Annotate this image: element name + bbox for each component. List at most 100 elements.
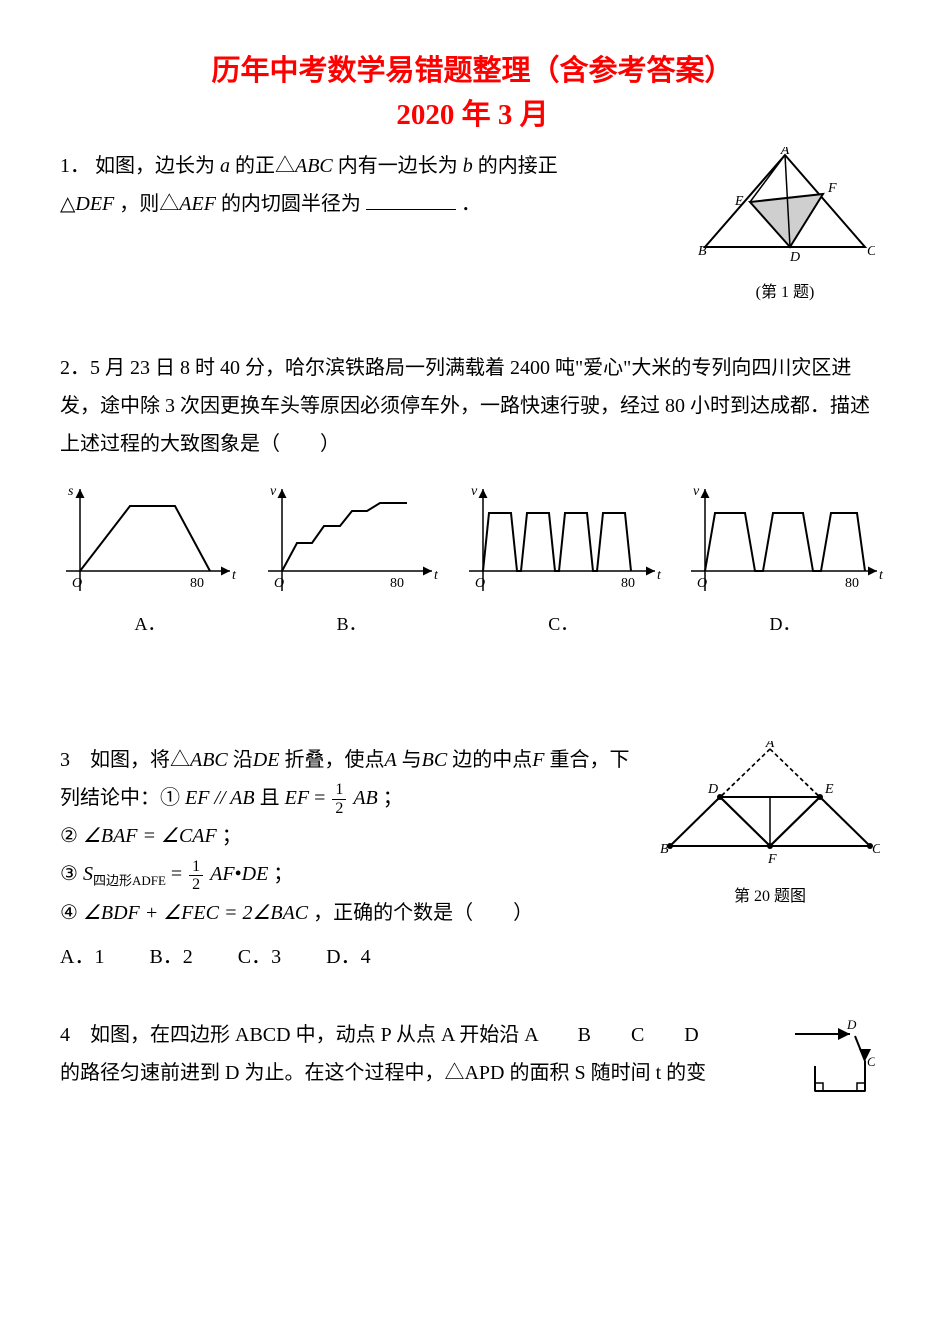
svg-text:t: t <box>434 568 439 583</box>
q1-te: △ <box>60 193 75 215</box>
q3-s4: ∠BDF + ∠FEC = 2∠BAC <box>83 902 308 924</box>
q3-tail: ，正确的个数是（ ） <box>313 902 533 924</box>
q1-td: 的内接正 <box>478 155 558 177</box>
svg-text:80: 80 <box>190 576 204 591</box>
q3-S: S <box>83 863 93 885</box>
q1-tf: ，则△ <box>119 193 179 215</box>
svg-text:O: O <box>72 576 82 591</box>
q3-opt-A: A．1 <box>60 938 104 976</box>
q3-dot: • <box>235 863 242 885</box>
q3-ld: 与 <box>402 749 422 771</box>
title-line1: 历年中考数学易错题整理（含参考答案） <box>60 50 885 94</box>
svg-text:t: t <box>657 568 662 583</box>
q3-s1l: EF <box>285 787 309 809</box>
q1-ta: 如图，边长为 <box>95 155 215 177</box>
svg-text:80: 80 <box>845 576 859 591</box>
q3-s1a: EF // AB <box>185 787 255 809</box>
question-3: 3 如图，将△ABC 沿DE 折叠，使点A 与BC 边的中点F 重合，下列结论中… <box>60 741 885 976</box>
svg-text:B: B <box>698 244 707 259</box>
q2-chart-C: v O 80 t C． <box>463 481 663 641</box>
q3-A: A <box>384 749 396 771</box>
svg-text:v: v <box>693 484 700 499</box>
chart-D-svg: v O 80 t <box>685 481 885 601</box>
chart-B-label: B． <box>337 607 367 641</box>
q3-Ssub: 四边形ADFE <box>93 873 166 888</box>
q3-le: 边的中点 <box>452 749 532 771</box>
q3-s2: ∠BAF = ∠CAF <box>83 825 217 847</box>
title-line2: 2020 年 3 月 <box>60 94 885 138</box>
q3-caption: 第 20 题图 <box>655 882 885 912</box>
svg-text:A: A <box>765 741 775 751</box>
q3-half1: 12 <box>332 781 346 817</box>
chart-B-svg: v O 80 t <box>262 481 442 601</box>
q2-charts: s O 80 t A． v O 80 t B． <box>60 481 885 641</box>
chart-D-label: D． <box>769 607 800 641</box>
q3-semi3: ； <box>273 863 293 885</box>
svg-text:s: s <box>68 484 74 499</box>
q2-chart-D: v O 80 t D． <box>685 481 885 641</box>
svg-text:D: D <box>707 782 718 797</box>
svg-text:O: O <box>697 576 707 591</box>
svg-text:O: O <box>475 576 485 591</box>
chart-A-label: A． <box>135 607 166 641</box>
q3-diagram: A B C D E F <box>660 741 880 871</box>
q3-figure: A B C D E F 第 20 题图 <box>655 741 885 913</box>
svg-text:E: E <box>734 194 744 209</box>
q1-tg: 的内切圆半径为 <box>221 193 361 215</box>
svg-text:v: v <box>270 484 277 499</box>
q3-de2: DE <box>242 863 269 885</box>
q1-period: ． <box>461 193 481 215</box>
q1-triangle-diagram: A B C D E F <box>695 147 875 267</box>
question-2: 2．5 月 23 日 8 时 40 分，哈尔滨铁路局一列满载着 2400 吨"爱… <box>60 349 885 641</box>
svg-text:C: C <box>867 244 875 259</box>
svg-text:F: F <box>767 852 777 867</box>
q3-half2: 12 <box>189 858 203 894</box>
chart-C-label: C． <box>548 607 578 641</box>
svg-text:D: D <box>789 250 800 265</box>
q1-tc: 内有一边长为 <box>338 155 458 177</box>
q1-var-b: b <box>463 155 473 177</box>
q3-opt-D: D．4 <box>326 938 370 976</box>
q1-tb: 的正△ <box>235 155 295 177</box>
q4-diagram: D C <box>785 1016 875 1101</box>
chart-A-svg: s O 80 t <box>60 481 240 601</box>
q2-chart-B: v O 80 t B． <box>262 481 442 641</box>
q1-figure: A B C D E F (第 1 题) <box>685 147 885 309</box>
q3-s1r: AB <box>353 787 377 809</box>
q4-figure: D C <box>785 1016 885 1114</box>
q1-tri3: AEF <box>179 193 216 215</box>
q1-var-a: a <box>220 155 230 177</box>
q1-text: 1． 如图，边长为 a 的正△ABC 内有一边长为 b 的内接正 △DEF ，则… <box>60 147 665 223</box>
svg-text:t: t <box>879 568 884 583</box>
q3-s2n: ② <box>60 825 78 847</box>
svg-text:B: B <box>660 842 669 857</box>
q1-caption: (第 1 题) <box>685 278 885 308</box>
q1-num: 1． <box>60 155 90 177</box>
q4-line1: 4 如图，在四边形 ABCD 中，动点 P 从点 A 开始沿 A B C D <box>60 1016 773 1054</box>
q4-text: 4 如图，在四边形 ABCD 中，动点 P 从点 A 开始沿 A B C D 的… <box>60 1016 773 1092</box>
q3-semi1: ； <box>383 787 403 809</box>
svg-text:C: C <box>872 842 880 857</box>
q3-s4n: ④ <box>60 902 78 924</box>
svg-text:D: D <box>846 1017 857 1032</box>
q3-opt-B: B．2 <box>149 938 192 976</box>
q3-text: 3 如图，将△ABC 沿DE 折叠，使点A 与BC 边的中点F 重合，下列结论中… <box>60 741 640 976</box>
q3-s3n: ③ <box>60 863 78 885</box>
q3-de: DE <box>253 749 280 771</box>
q3-tri: ABC <box>190 749 228 771</box>
svg-text:80: 80 <box>390 576 404 591</box>
svg-text:F: F <box>827 181 837 196</box>
q1-tri1: ABC <box>295 155 333 177</box>
doc-title: 历年中考数学易错题整理（含参考答案） 2020 年 3 月 <box>60 50 885 137</box>
question-4: 4 如图，在四边形 ABCD 中，动点 P 从点 A 开始沿 A B C D 的… <box>60 1016 885 1114</box>
q2-text: 2．5 月 23 日 8 时 40 分，哈尔滨铁路局一列满载着 2400 吨"爱… <box>60 349 885 463</box>
q3-lb: 沿 <box>233 749 253 771</box>
q3-semi2: ； <box>222 825 242 847</box>
svg-text:t: t <box>232 568 237 583</box>
svg-text:80: 80 <box>621 576 635 591</box>
q3-eq1: = <box>314 787 325 809</box>
q3-lc: 折叠，使点 <box>284 749 384 771</box>
q3-la: 3 如图，将△ <box>60 749 190 771</box>
q3-options: A．1 B．2 C．3 D．4 <box>60 938 640 976</box>
q1-blank <box>366 189 456 210</box>
